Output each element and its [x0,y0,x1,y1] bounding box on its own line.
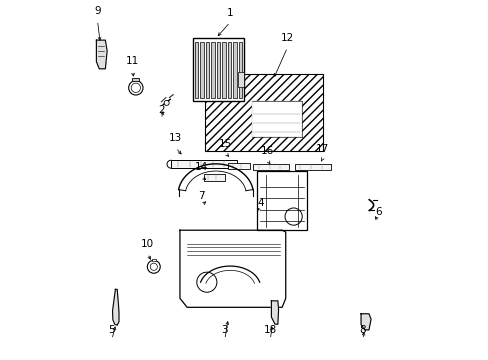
Bar [238,72,244,87]
Text: 3: 3 [221,325,227,335]
Bar [152,258,155,261]
Text: 14: 14 [194,162,208,172]
Text: 15: 15 [219,139,232,149]
Bar [204,174,224,181]
Polygon shape [271,301,278,324]
Bar [171,160,237,168]
Polygon shape [360,314,370,330]
Text: 6: 6 [375,207,382,217]
Bar [194,42,198,98]
Bar [228,163,249,169]
Text: 7: 7 [198,191,204,201]
Text: 12: 12 [280,33,294,43]
Bar [132,78,139,81]
Bar [227,42,231,98]
Polygon shape [96,40,107,69]
Text: 5: 5 [108,325,115,335]
Circle shape [164,100,169,105]
Bar [216,42,220,98]
Text: 11: 11 [126,56,139,66]
Text: 9: 9 [94,6,101,16]
Bar [233,42,236,98]
Polygon shape [180,230,285,307]
Text: 17: 17 [315,144,328,154]
Bar [257,171,306,230]
Bar [253,163,289,170]
Bar [200,42,203,98]
Text: 18: 18 [263,325,276,335]
Bar [239,42,242,98]
Bar [211,42,214,98]
Polygon shape [112,289,119,325]
Text: 10: 10 [141,239,154,249]
Text: 16: 16 [261,146,274,156]
Bar [192,39,244,101]
Bar [251,101,301,137]
Bar [294,163,330,170]
Text: 4: 4 [257,198,264,208]
Text: 2: 2 [158,105,164,115]
Text: 1: 1 [226,8,233,18]
Text: 13: 13 [169,134,182,143]
Text: 8: 8 [359,325,366,335]
Bar [204,74,323,151]
Bar [205,42,209,98]
Bar [222,42,225,98]
